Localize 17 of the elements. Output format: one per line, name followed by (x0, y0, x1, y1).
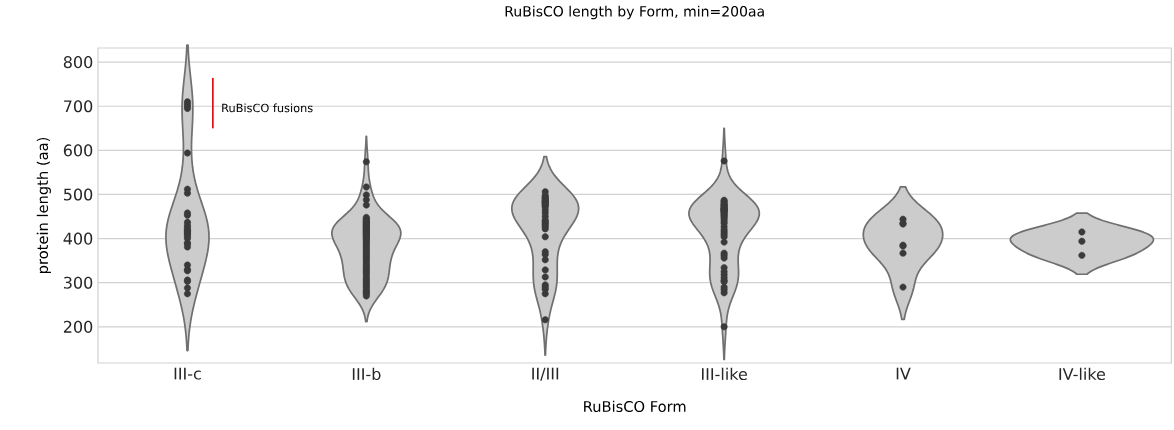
x-tick-label: IV-like (1059, 367, 1106, 381)
x-tick-label: IV (896, 367, 911, 380)
x-axis-title: RuBisCO Form (584, 400, 686, 413)
y-tick-label: 800 (63, 56, 93, 69)
y-tick-label: 600 (63, 144, 93, 157)
x-tick-label: II/III (532, 367, 559, 381)
y-tick-label: 700 (64, 100, 93, 113)
x-tick-label: III-b (352, 367, 381, 381)
annotation: RuBisCO fusions (222, 103, 313, 113)
y-tick-label: 200 (63, 320, 93, 333)
y-tick-label: 300 (63, 276, 93, 289)
chart-title: RuBisCO length by Form, min=200aa (505, 5, 764, 20)
x-tick-label: III-like (702, 367, 747, 381)
y-tick-label: 400 (63, 232, 93, 245)
y-tick-label: 500 (63, 188, 93, 201)
x-tick-label: III-c (174, 367, 201, 380)
y-axis-title: protein length (aa) (36, 137, 51, 273)
